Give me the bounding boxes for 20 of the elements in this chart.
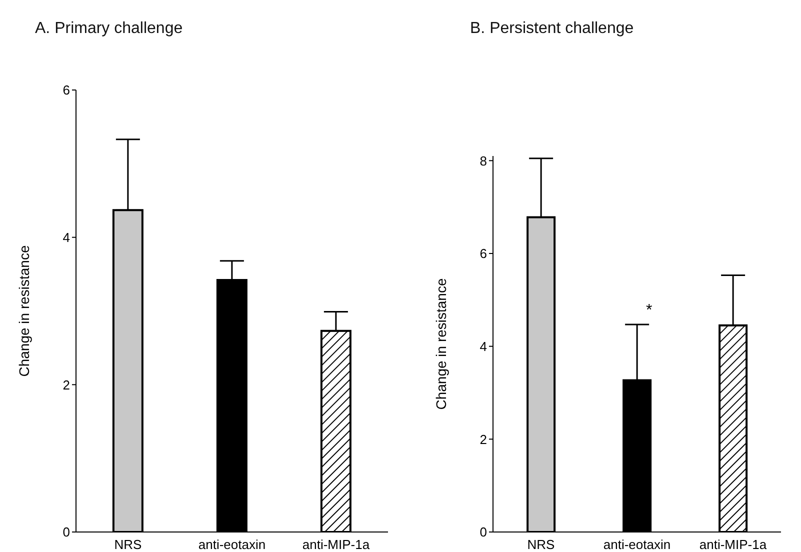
y-tick-label: 4: [480, 338, 487, 354]
y-axis-title: Change in resistance: [16, 245, 32, 377]
y-tick-label: 4: [62, 230, 70, 245]
y-tick-label: 8: [480, 153, 487, 168]
y-tick-label: 0: [480, 524, 487, 540]
y-tick-label: 6: [62, 82, 70, 98]
annotation: *: [646, 302, 652, 320]
chart-title: B. Persistent challenge: [470, 20, 634, 38]
x-tick-label: anti-MIP-1a: [302, 537, 370, 552]
y-axis-title: Change in resistance: [432, 278, 449, 410]
x-tick-label: anti-MIP-1a: [699, 537, 768, 552]
chart-title: A. Primary challenge: [35, 20, 183, 38]
x-tick-label: anti-eotaxin: [603, 537, 671, 552]
x-tick-label: NRS: [527, 537, 556, 552]
y-tick-label: 2: [62, 377, 70, 392]
x-tick-label: anti-eotaxin: [198, 537, 266, 552]
y-tick-label: 6: [480, 246, 487, 262]
y-tick-label: 0: [62, 524, 70, 540]
y-tick-label: 2: [480, 432, 487, 447]
x-tick-label: NRS: [114, 537, 142, 552]
